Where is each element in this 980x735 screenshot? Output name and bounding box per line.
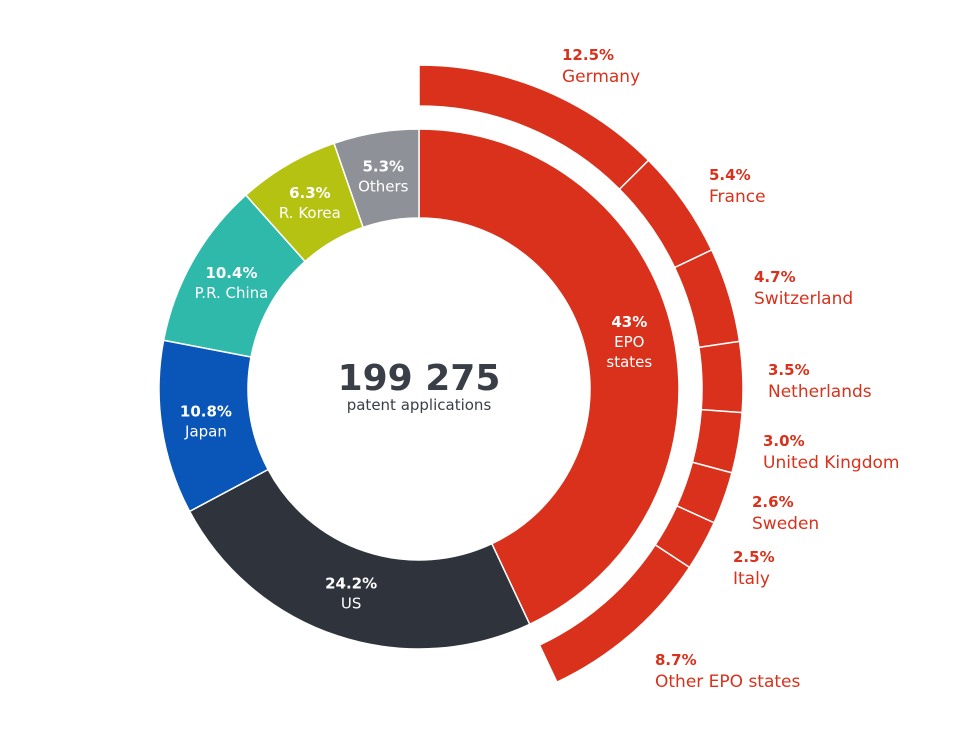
outer-name-label-germany: Germany (562, 67, 640, 87)
outer-pct-label-sweden: 2.6% (752, 493, 794, 511)
outer-pct-label-italy: 2.5% (733, 548, 775, 566)
inner-name-label-japan: Japan (184, 422, 227, 440)
inner-name-label-epo-states: EPO (614, 333, 644, 351)
inner-slice-others (333, 128, 420, 229)
inner-ring (158, 128, 680, 650)
inner-pct-label-others: 5.3% (362, 157, 404, 175)
inner-name-label-others: Others (358, 177, 409, 195)
outer-pct-label-netherlands: 3.5% (768, 361, 810, 379)
outer-slice-other-epo-states (538, 544, 691, 683)
inner-ring-labels: 43% EPO states 24.2% US 10.8% Japan 10.4% P.R. C… (180, 157, 652, 612)
inner-name-label-r-korea: R. Korea (279, 204, 341, 222)
inner-slice-epo-states (418, 128, 680, 626)
outer-pct-label-other-epo-states: 8.7% (655, 651, 697, 669)
outer-pct-label-france: 5.4% (709, 166, 751, 184)
outer-name-label-other-epo-states: Other EPO states (655, 672, 801, 692)
outer-name-label-switzerland: Switzerland (754, 289, 853, 309)
outer-pct-label-united-kingdom: 3.0% (763, 432, 805, 450)
outer-pct-label-switzerland: 4.7% (754, 268, 796, 286)
outer-name-label-italy: Italy (733, 569, 770, 589)
outer-name-label-united-kingdom: United Kingdom (763, 453, 899, 473)
outer-ring-labels: 12.5% Germany 5.4% France 4.7% Switzerland 3.5… (562, 46, 899, 692)
inner-name-label-epo-states: states (606, 353, 652, 371)
inner-slice-us (188, 468, 531, 650)
inner-name-label-p-r-china: P.R. China (195, 284, 269, 302)
outer-slice-netherlands (698, 340, 744, 414)
center-total-value: 199 275 (338, 358, 501, 399)
inner-name-label-us: US (341, 595, 362, 613)
outer-slice-switzerland (673, 249, 741, 349)
outer-name-label-sweden: Sweden (752, 514, 819, 534)
outer-name-label-france: France (709, 187, 766, 207)
inner-pct-label-p-r-china: 10.4% (205, 264, 257, 282)
outer-pct-label-germany: 12.5% (562, 46, 614, 64)
outer-slice-united-kingdom (691, 408, 743, 474)
inner-pct-label-us: 24.2% (325, 575, 377, 593)
inner-pct-label-r-korea: 6.3% (289, 184, 331, 202)
inner-pct-label-epo-states: 43% (611, 313, 647, 331)
outer-ring (418, 64, 744, 683)
inner-pct-label-japan: 10.8% (180, 402, 232, 420)
outer-name-label-netherlands: Netherlands (768, 382, 872, 402)
center-total-label: patent applications (347, 396, 492, 414)
